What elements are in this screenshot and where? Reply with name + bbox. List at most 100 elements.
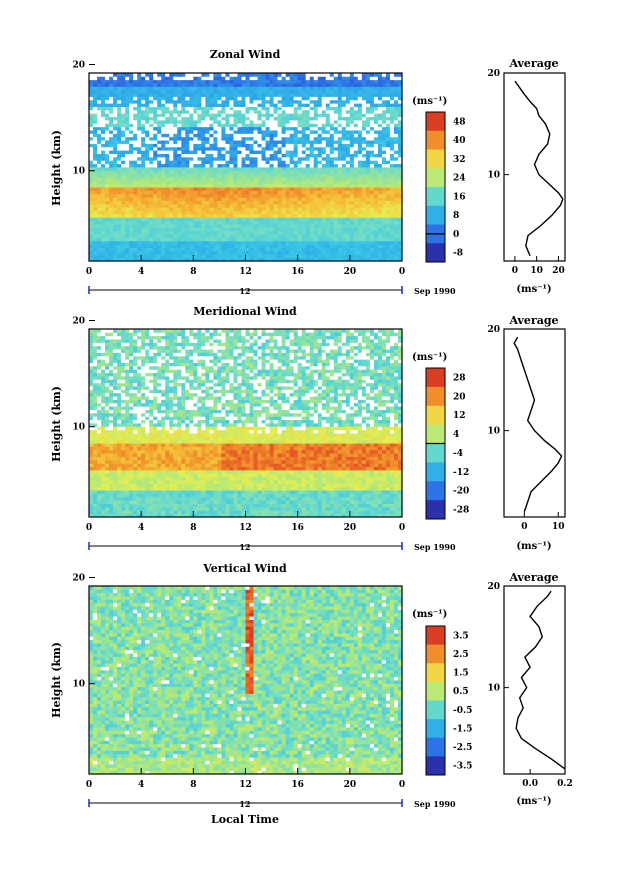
heatmap-cell: [337, 220, 343, 225]
heatmap-cell: [321, 79, 327, 84]
heatmap-cell: [345, 99, 351, 104]
heatmap-cell: [165, 143, 170, 148]
heatmap-cell: [345, 237, 351, 242]
heatmap-cell: [93, 160, 98, 165]
heatmap-cell: [229, 99, 234, 104]
heatmap-cell: [321, 203, 327, 208]
heatmap-cell: [325, 136, 331, 141]
heatmap-cell: [197, 237, 202, 242]
heatmap-cell: [365, 126, 371, 131]
heatmap-cell: [325, 193, 331, 198]
heatmap-cell: [89, 210, 94, 215]
heatmap-cell: [353, 254, 359, 259]
heatmap-cell: [265, 230, 270, 235]
heatmap-cell: [293, 146, 299, 151]
heatmap-cell: [113, 342, 118, 347]
heatmap-cell: [313, 76, 319, 81]
heatmap-cell: [301, 83, 307, 87]
heatmap-cell: [381, 244, 387, 248]
heatmap-cell: [197, 130, 202, 134]
heatmap-cell: [377, 96, 383, 101]
heatmap-cell: [133, 130, 138, 134]
heatmap-cell: [165, 237, 170, 242]
heatmap-cell: [149, 254, 154, 259]
heatmap-cell: [261, 257, 266, 262]
heatmap-cell: [333, 116, 339, 121]
heatmap-cell: [89, 372, 94, 377]
heatmap-cell: [349, 160, 355, 165]
heatmap-cell: [125, 500, 130, 504]
heatmap-cell: [165, 120, 170, 124]
heatmap-cell: [117, 412, 122, 417]
heatmap-cell: [125, 220, 130, 225]
heatmap-cell: [337, 177, 343, 181]
heatmap-cell: [113, 439, 118, 444]
heatmap-cell: [137, 153, 142, 158]
heatmap-cell: [353, 143, 359, 148]
heatmap-cell: [181, 180, 186, 185]
heatmap-cell: [393, 99, 399, 104]
heatmap-cell: [357, 79, 363, 84]
heatmap-cell: [301, 257, 307, 262]
heatmap-cell: [249, 130, 254, 134]
heatmap-cell: [169, 96, 174, 101]
heatmap-cell: [205, 210, 210, 215]
heatmap-cell: [125, 466, 130, 471]
heatmap-cell: [117, 409, 122, 414]
heatmap-cell: [101, 446, 106, 451]
heatmap-cell: [321, 160, 327, 165]
heatmap-cell: [345, 123, 351, 128]
heatmap-cell: [269, 187, 274, 191]
heatmap-cell: [241, 220, 246, 225]
heatmap-cell: [349, 207, 355, 212]
heatmap-cell: [121, 382, 126, 387]
heatmap-cell: [189, 180, 194, 185]
heatmap-cell: [341, 214, 347, 218]
heatmap-cell: [153, 180, 158, 185]
heatmap-cell: [253, 247, 258, 252]
heatmap-cell: [337, 197, 343, 201]
heatmap-cell: [217, 93, 222, 97]
heatmap-cell: [389, 123, 395, 128]
heatmap-cell: [293, 167, 299, 171]
y-tick-label: 10: [72, 167, 85, 177]
heatmap-cell: [357, 140, 363, 144]
heatmap-cell: [369, 140, 375, 144]
heatmap-cell: [349, 136, 355, 141]
heatmap-cell: [385, 244, 391, 248]
heatmap-cell: [245, 109, 250, 114]
heatmap-cell: [389, 203, 395, 208]
heatmap-cell: [97, 227, 102, 232]
heatmap-cell: [333, 86, 339, 91]
heatmap-cell: [157, 247, 162, 252]
heatmap-cell: [309, 73, 315, 77]
heatmap-cell: [293, 93, 299, 97]
heatmap-cell: [293, 247, 299, 252]
heatmap-cell: [281, 116, 287, 121]
heatmap-cell: [177, 214, 182, 218]
heatmap-cell: [197, 210, 202, 215]
heatmap-cell: [125, 486, 130, 491]
heatmap-cell: [245, 86, 250, 91]
heatmap-cell: [369, 109, 375, 114]
heatmap-cell: [297, 73, 303, 77]
heatmap-cell: [121, 160, 126, 165]
heatmap-cell: [137, 210, 142, 215]
heatmap-cell: [109, 230, 114, 235]
heatmap-cell: [109, 167, 114, 171]
heatmap-cell: [197, 156, 202, 161]
heatmap-cell: [89, 386, 94, 390]
heatmap-cell: [265, 250, 270, 255]
heatmap-cell: [345, 220, 351, 225]
heatmap-cell: [105, 476, 110, 481]
heatmap-cell: [129, 227, 134, 232]
heatmap-cell: [201, 207, 206, 212]
heatmap-cell: [325, 244, 331, 248]
heatmap-cell: [269, 140, 274, 144]
heatmap-cell: [365, 254, 371, 259]
heatmap-cell: [385, 203, 391, 208]
heatmap-cell: [93, 93, 98, 97]
heatmap-cell: [113, 392, 118, 397]
heatmap-cell: [349, 203, 355, 208]
heatmap-cell: [89, 214, 94, 218]
